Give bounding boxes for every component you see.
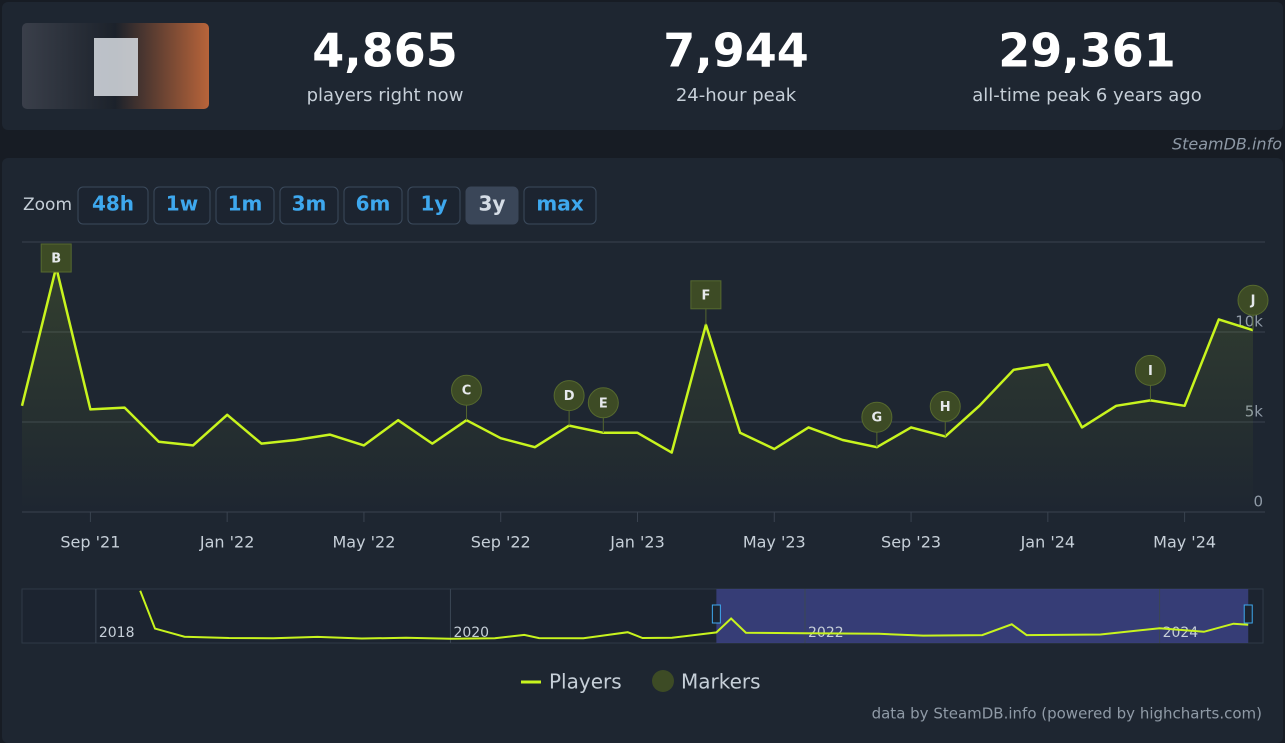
legend-label[interactable]: Players bbox=[549, 670, 622, 694]
navigator-label: 2024 bbox=[1163, 625, 1199, 641]
zoom-button[interactable] bbox=[407, 186, 461, 225]
x-tick-label: May '24 bbox=[1153, 533, 1216, 552]
marker-flag[interactable] bbox=[587, 387, 619, 419]
series-line bbox=[20, 265, 1254, 454]
x-tick-label: Sep '22 bbox=[471, 533, 531, 552]
marker-flag[interactable] bbox=[451, 374, 483, 406]
navigator-line bbox=[139, 590, 1249, 640]
marker-label: D bbox=[564, 389, 575, 404]
marker-label: G bbox=[872, 411, 883, 426]
marker-label: I bbox=[1148, 364, 1153, 379]
zoom-button[interactable] bbox=[77, 186, 149, 225]
y-tick-label: 0 bbox=[1253, 493, 1263, 511]
x-tick-label: Sep '23 bbox=[881, 533, 941, 552]
x-tick-label: May '23 bbox=[743, 533, 806, 552]
zoom-button-label[interactable]: 3m bbox=[292, 192, 327, 216]
zoom-button[interactable] bbox=[215, 186, 275, 225]
marker-label: J bbox=[1250, 294, 1256, 309]
area-fill bbox=[22, 267, 1253, 512]
marker-flag[interactable] bbox=[929, 390, 961, 422]
zoom-button[interactable] bbox=[279, 186, 339, 225]
stat-label: 24-hour peak bbox=[676, 85, 797, 106]
x-tick-label: Jan '22 bbox=[199, 533, 255, 552]
zoom-label: Zoom bbox=[23, 195, 72, 215]
stat-value: 4,865 bbox=[312, 24, 458, 78]
zoom-button-label[interactable]: 1m bbox=[228, 192, 263, 216]
legend-label[interactable]: Markers bbox=[681, 670, 761, 694]
navigator-handle[interactable] bbox=[1243, 604, 1253, 624]
zoom-button[interactable] bbox=[153, 186, 211, 225]
marker-flag[interactable] bbox=[861, 401, 893, 433]
stats-panel bbox=[2, 2, 1283, 130]
x-tick-label: Sep '21 bbox=[60, 533, 120, 552]
x-tick-label: Jan '24 bbox=[1020, 533, 1076, 552]
legend-marker bbox=[652, 670, 674, 692]
navigator-label: 2020 bbox=[453, 625, 489, 641]
marker-label: E bbox=[599, 396, 608, 411]
zoom-button-label[interactable]: 48h bbox=[92, 192, 134, 216]
zoom-button[interactable] bbox=[523, 186, 597, 225]
marker-flag[interactable] bbox=[40, 243, 72, 273]
credits: data by SteamDB.info (powered by highcha… bbox=[872, 705, 1262, 723]
watermark: SteamDB.info bbox=[1172, 135, 1282, 154]
zoom-button-label[interactable]: max bbox=[536, 192, 583, 216]
x-tick-label: May '22 bbox=[332, 533, 395, 552]
stat-value: 7,944 bbox=[663, 24, 809, 78]
marker-flag[interactable] bbox=[553, 380, 585, 412]
navigator-handle[interactable] bbox=[711, 604, 721, 624]
marker-label: B bbox=[51, 252, 61, 267]
zoom-button[interactable] bbox=[343, 186, 403, 225]
zoom-button-label[interactable]: 3y bbox=[479, 192, 506, 216]
stat-label: players right now bbox=[307, 85, 464, 106]
marker-label: F bbox=[701, 288, 710, 303]
x-tick-label: Jan '23 bbox=[609, 533, 665, 552]
navigator-label: 2018 bbox=[99, 625, 135, 641]
marker-flag[interactable] bbox=[1237, 284, 1269, 316]
zoom-button-label[interactable]: 1w bbox=[166, 192, 198, 216]
marker-label: H bbox=[940, 400, 951, 415]
stat-label: all-time peak 6 years ago bbox=[972, 85, 1202, 106]
marker-flag[interactable] bbox=[1134, 354, 1166, 386]
zoom-button[interactable] bbox=[465, 186, 519, 225]
stat-value: 29,361 bbox=[998, 24, 1176, 78]
zoom-button-label[interactable]: 1y bbox=[421, 192, 448, 216]
zoom-button-label[interactable]: 6m bbox=[356, 192, 391, 216]
marker-flag[interactable] bbox=[690, 280, 722, 310]
game-logo bbox=[94, 38, 138, 96]
marker-label: C bbox=[462, 384, 472, 399]
